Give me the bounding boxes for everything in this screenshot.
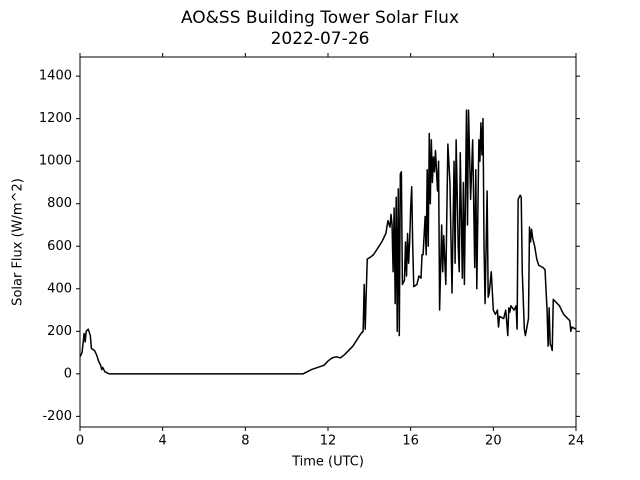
x-tick-label: 16 xyxy=(402,434,419,449)
y-tick-label: 200 xyxy=(47,324,72,339)
y-tick-label: 400 xyxy=(47,281,72,296)
x-tick-label: 4 xyxy=(159,434,167,449)
x-tick-label: 8 xyxy=(241,434,249,449)
y-tick-label: 0 xyxy=(64,366,72,381)
y-axis-label: Solar Flux (W/m^2) xyxy=(11,178,26,306)
x-tick-label: 12 xyxy=(320,434,337,449)
x-tick-label: 24 xyxy=(568,434,585,449)
y-tick-label: 1400 xyxy=(39,69,72,84)
data-line xyxy=(79,109,577,375)
y-tick-label: 1200 xyxy=(39,111,72,126)
y-tick-label: 1000 xyxy=(39,154,72,169)
y-tick-label: -200 xyxy=(42,409,72,424)
x-tick-label: 20 xyxy=(485,434,502,449)
y-tick-label: 800 xyxy=(47,196,72,211)
y-tick-label: 600 xyxy=(47,239,72,254)
chart-title: AO&SS Building Tower Solar Flux xyxy=(181,8,459,28)
x-axis-label: Time (UTC) xyxy=(291,455,364,470)
plot-frame xyxy=(79,56,577,428)
x-tick-label: 0 xyxy=(76,434,84,449)
chart-subtitle: 2022-07-26 xyxy=(271,29,370,49)
